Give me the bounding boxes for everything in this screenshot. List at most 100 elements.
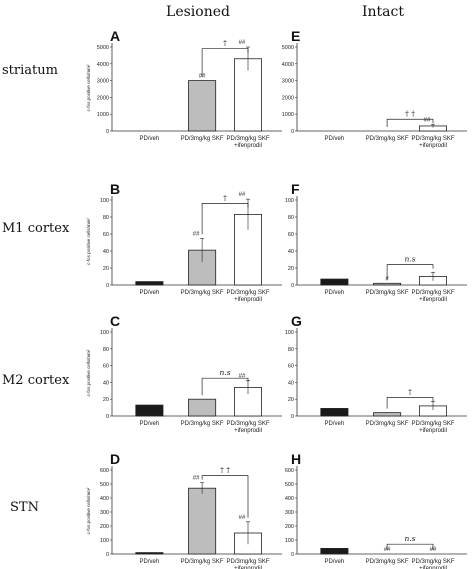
category-label: PD/veh	[325, 290, 345, 296]
panel-letter-c: C	[110, 313, 120, 329]
category-label: +ifenprodil	[419, 143, 447, 149]
category-label: PD/3mg/kg SKF	[411, 559, 454, 565]
category-label: PD/3mg/kg SKF	[226, 290, 269, 296]
significance-label: ##	[239, 40, 246, 46]
panel-letter-a: A	[110, 28, 120, 44]
y-tick-label: 80	[103, 215, 109, 221]
comparison-label: † †	[405, 109, 415, 118]
y-tick-label: 20	[288, 397, 294, 403]
category-label: PD/veh	[325, 421, 345, 427]
y-tick-label: 80	[103, 347, 109, 353]
column-header-intact: Intact	[362, 4, 404, 20]
category-label: PD/3mg/kg SKF	[411, 136, 454, 142]
y-tick-label: 300	[100, 510, 109, 516]
y-tick-label: 400	[285, 496, 294, 502]
bar-pd-skf	[188, 398, 217, 417]
category-label: PD/veh	[140, 136, 160, 142]
category-label: PD/veh	[325, 559, 345, 565]
y-tick-label: 5000	[97, 45, 109, 51]
category-label: +ifenprodil	[234, 428, 262, 434]
y-axis-label: c-fos positive cells/mm²	[86, 487, 91, 534]
y-tick-label: 100	[100, 198, 109, 204]
y-tick-label: 60	[288, 232, 294, 238]
y-axis-label: c-fos positive cells/mm²	[86, 349, 91, 396]
panel-b: B 0 20 40 60 80 100 c-fos positive cells/mm² PD/…	[86, 181, 282, 303]
row-header-striatum: striatum	[2, 63, 58, 78]
category-label: PD/3mg/kg SKF	[226, 421, 269, 427]
category-label: +ifenprodil	[234, 143, 262, 149]
y-tick-label: 400	[100, 496, 109, 502]
comparison-label: n.s	[405, 255, 416, 264]
comparison-bracket	[386, 543, 434, 550]
y-tick-label: 300	[285, 510, 294, 516]
category-label: PD/3mg/kg SKF	[366, 559, 409, 565]
category-label: PD/3mg/kg SKF	[366, 136, 409, 142]
significance-label: ##	[193, 231, 200, 237]
y-tick-label: 0	[291, 552, 294, 558]
y-tick-label: 1000	[97, 112, 109, 118]
comparison-label: †	[408, 388, 412, 397]
y-tick-label: 5000	[282, 45, 294, 51]
comparison-bracket	[201, 203, 249, 235]
comparison-label: n.s	[405, 534, 416, 543]
panel-letter-d: D	[110, 451, 120, 467]
bar-pd-skf	[188, 80, 217, 132]
y-axis-label: c-fos positive cells/mm²	[86, 218, 91, 265]
category-label: PD/3mg/kg SKF	[226, 136, 269, 142]
comparison-bracket	[201, 377, 249, 396]
panel-c: C 0 20 40 60 80 100 c-fos positive cells/mm² PD/…	[86, 313, 282, 434]
y-tick-label: 4000	[97, 62, 109, 68]
y-tick-label: 500	[285, 482, 294, 488]
bar-pd-veh	[320, 408, 349, 417]
y-tick-label: 60	[103, 364, 109, 370]
category-label: PD/3mg/kg SKF	[411, 421, 454, 427]
bar-pd-veh	[320, 278, 349, 286]
category-label: PD/3mg/kg SKF	[226, 559, 269, 565]
panel-e: E 0 1000 2000 3000 4000 5000 PD/veh PD/3mg/kg SK…	[282, 28, 467, 149]
comparison-label: † †	[220, 466, 230, 475]
panel-letter-g: G	[291, 313, 302, 329]
comparison-bracket	[386, 118, 434, 127]
panel-letter-f: F	[291, 181, 300, 197]
y-tick-label: 2000	[97, 95, 109, 101]
category-label: +ifenprodil	[419, 566, 447, 569]
y-tick-label: 80	[288, 215, 294, 221]
comparison-bracket	[386, 397, 434, 409]
y-tick-label: 60	[288, 364, 294, 370]
category-label: PD/3mg/kg SKF	[366, 290, 409, 296]
y-tick-label: 600	[100, 468, 109, 474]
category-label: +ifenprodil	[234, 566, 262, 569]
panel-a: A 0 1000 2000 3000 4000 5000 c-fos positive cel…	[86, 28, 282, 149]
y-tick-label: 3000	[97, 79, 109, 85]
comparison-bracket	[201, 475, 249, 518]
y-tick-label: 0	[106, 552, 109, 558]
y-tick-label: 200	[285, 524, 294, 530]
bar-pd-veh	[135, 552, 164, 555]
panel-g: G 0 20 40 60 80 100 PD/veh PD/3mg/kg SKF PD/3mg/k…	[285, 313, 467, 434]
y-tick-label: 0	[291, 129, 294, 135]
comparison-label: †	[223, 193, 227, 202]
category-label: +ifenprodil	[419, 297, 447, 303]
y-tick-label: 80	[288, 347, 294, 353]
category-label: PD/3mg/kg SKF	[366, 421, 409, 427]
y-tick-label: 100	[285, 330, 294, 336]
y-tick-label: 500	[100, 482, 109, 488]
y-tick-label: 40	[288, 249, 294, 255]
y-axis-label: c-fos positive cells/mm²	[86, 64, 91, 111]
panel-d: D 0 100 200 300 400 500 600 c-fos positive cells…	[86, 451, 282, 569]
comparison-label: n.s	[220, 368, 231, 377]
bar-pd-skf	[373, 412, 402, 417]
category-label: PD/3mg/kg SKF	[181, 290, 224, 296]
significance-label: ##	[424, 117, 431, 123]
panel-letter-e: E	[291, 28, 300, 44]
category-label: PD/3mg/kg SKF	[181, 136, 224, 142]
bar-pd-veh	[135, 404, 164, 417]
significance-label: ##	[239, 515, 246, 521]
category-label: PD/veh	[140, 290, 160, 296]
y-tick-label: 20	[103, 397, 109, 403]
significance-label: ##	[239, 374, 246, 380]
category-label: PD/3mg/kg SKF	[411, 290, 454, 296]
